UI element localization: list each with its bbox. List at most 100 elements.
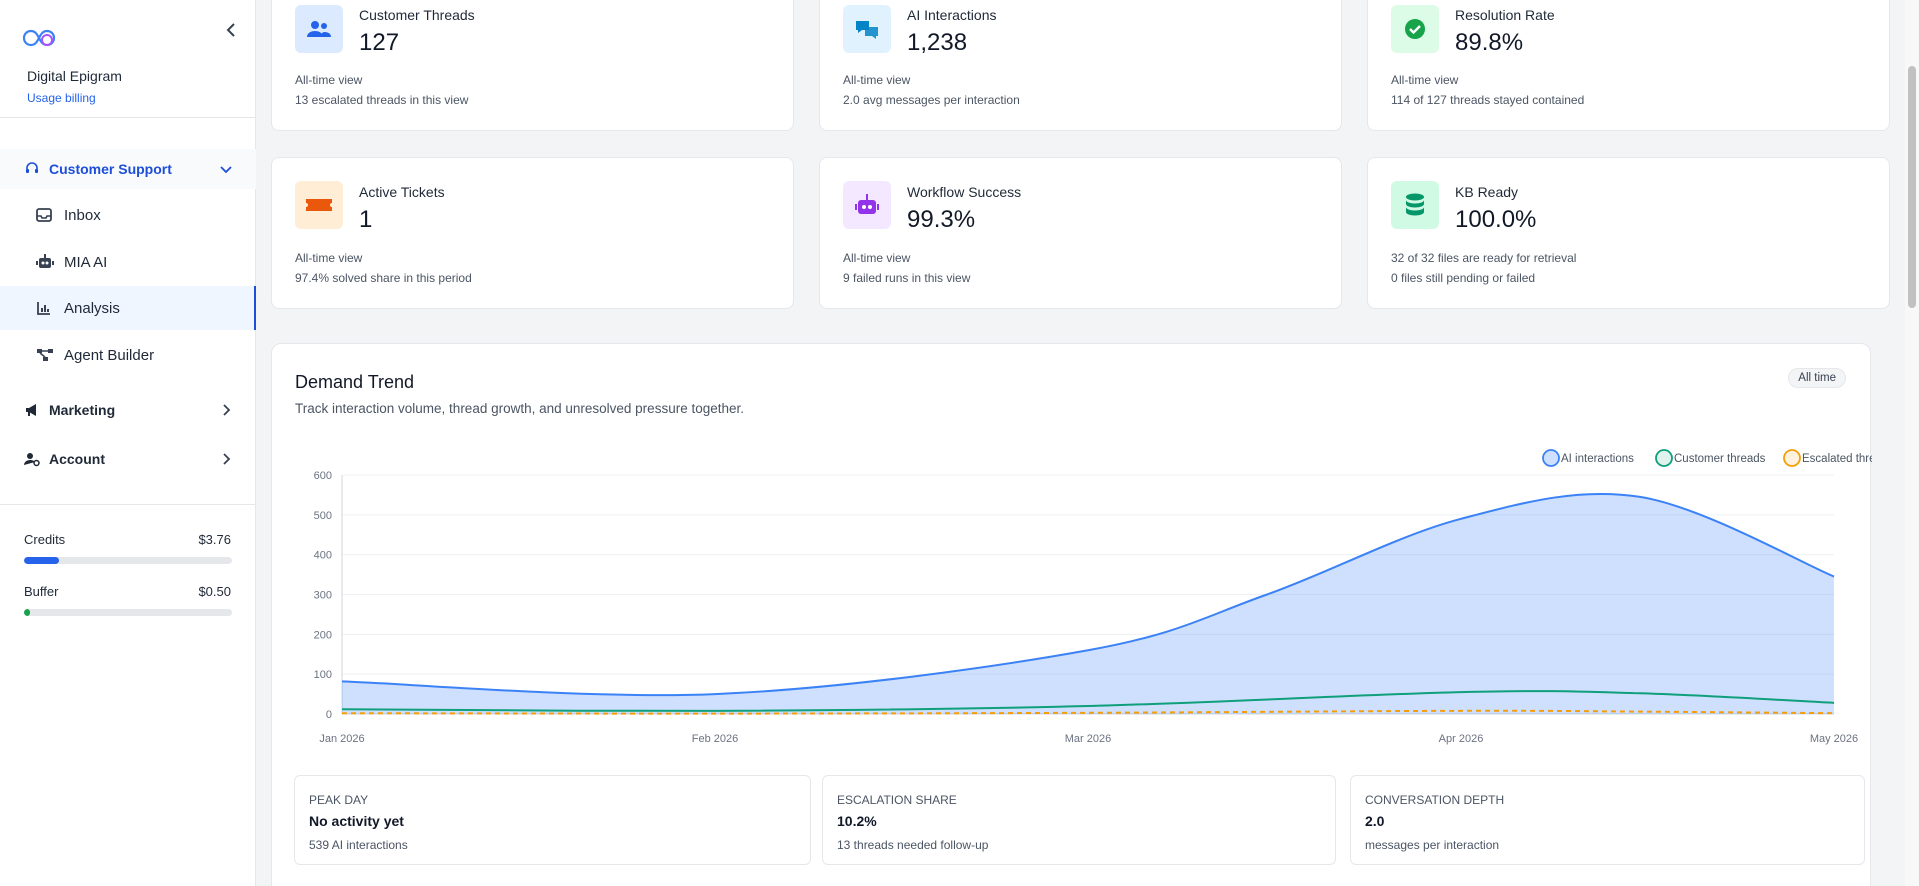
x-tick-label: Apr 2026 <box>1439 733 1484 745</box>
stat-subtitle: All-time view <box>843 73 911 87</box>
buffer-meter-fill <box>24 609 31 616</box>
legend-marker-customer-threads <box>1655 449 1673 467</box>
chevron-right-icon <box>223 404 231 416</box>
chat-bubbles-icon <box>843 5 891 53</box>
stat-value: 1 <box>359 206 373 233</box>
stat-title: KB Ready <box>1455 184 1519 200</box>
sidebar-item-label: Agent Builder <box>64 346 155 364</box>
nav-group-label: Customer Support <box>49 161 172 177</box>
brand-logo[interactable] <box>20 26 60 50</box>
user-gear-icon <box>24 451 40 467</box>
nav-group-account[interactable]: Account <box>0 439 256 479</box>
y-tick-label: 400 <box>314 550 332 562</box>
megaphone-icon <box>24 402 40 418</box>
robot-icon <box>843 181 891 229</box>
stat-detail: 9 failed runs in this view <box>843 271 971 285</box>
inbox-icon <box>36 206 54 224</box>
series-line-escalated-threads <box>341 709 1835 715</box>
stat-title: AI Interactions <box>907 7 997 23</box>
stat-value: 89.8% <box>1455 29 1524 56</box>
series-line-customer-threads <box>341 690 1835 712</box>
y-tick-label: 600 <box>314 470 332 482</box>
sidebar-item-mia-ai[interactable]: MIA AI <box>0 240 256 284</box>
page-scrollbar[interactable] <box>1905 0 1919 886</box>
sidebar-item-label: Inbox <box>64 206 101 224</box>
ticket-icon <box>295 181 343 229</box>
legend-label-ai-interactions: AI interactions <box>1561 453 1634 465</box>
legend-marker-ai-interactions <box>1542 449 1560 467</box>
stat-value: 100.0% <box>1455 206 1537 233</box>
scrollbar-thumb[interactable] <box>1908 66 1916 308</box>
stat-title: Workflow Success <box>907 184 1022 200</box>
stat-title: Customer Threads <box>359 7 475 23</box>
y-tick-label: 300 <box>314 590 332 602</box>
sidebar-item-label: MIA AI <box>64 253 108 271</box>
sidebar-item-inbox[interactable]: Inbox <box>0 193 256 237</box>
legend-label-escalated-threads: Escalated threads <box>1802 453 1872 465</box>
x-tick-label: May 2026 <box>1810 733 1858 745</box>
buffer-value: $0.50 <box>198 584 231 599</box>
stat-value: 99.3% <box>907 206 976 233</box>
credits-label: Credits <box>24 532 66 547</box>
buffer-label: Buffer <box>24 584 59 599</box>
legend-marker-escalated-threads <box>1783 449 1801 467</box>
divider <box>0 117 256 118</box>
sidebar-item-label: Analysis <box>64 299 120 317</box>
series-area-ai-interactions <box>342 493 1834 714</box>
usage-billing-link[interactable]: Usage billing <box>27 91 96 105</box>
metric-subtext: messages per interaction <box>1365 838 1500 852</box>
stat-card-workflow-success: Workflow Success 99.3% All-time view 9 f… <box>819 157 1342 309</box>
metric-peak-day: Peak Day No activity yet 539 AI interact… <box>294 775 811 865</box>
robot-icon <box>36 253 54 271</box>
stat-detail: 97.4% solved share in this period <box>295 271 472 285</box>
users-icon <box>295 5 343 53</box>
stat-card-ai-interactions: AI Interactions 1,238 All-time view 2.0 … <box>819 0 1342 131</box>
legend-label-customer-threads: Customer threads <box>1674 453 1766 465</box>
metric-escalation-share: Escalation Share 10.2% 13 threads needed… <box>822 775 1336 865</box>
sidebar: Digital Epigram Usage billing Customer S… <box>0 0 256 886</box>
infinity-logo-icon <box>22 29 56 47</box>
credits-value: $3.76 <box>198 532 231 547</box>
credits-meter-fill <box>24 557 60 564</box>
credits-meter <box>24 557 232 564</box>
org-name: Digital Epigram <box>27 68 122 84</box>
chevron-down-icon <box>220 166 232 174</box>
chevron-left-icon <box>226 23 235 37</box>
nav-group-label: Marketing <box>49 402 116 418</box>
metric-label: Conversation Depth <box>1365 793 1505 807</box>
nav-group-marketing[interactable]: Marketing <box>0 390 256 430</box>
metric-label: Peak Day <box>309 793 369 807</box>
stat-detail: 0 files still pending or failed <box>1391 271 1536 285</box>
chevron-right-icon <box>223 453 231 465</box>
stat-subtitle: All-time view <box>1391 73 1459 87</box>
stat-card-kb-ready: KB Ready 100.0% 32 of 32 files are ready… <box>1367 157 1890 309</box>
nav-group-label: Account <box>49 451 105 467</box>
stat-subtitle: All-time view <box>295 251 363 265</box>
stat-card-active-tickets: Active Tickets 1 All-time view 97.4% sol… <box>271 157 794 309</box>
metric-value: 2.0 <box>1365 813 1385 829</box>
sidebar-item-agent-builder[interactable]: Agent Builder <box>0 333 256 377</box>
metric-value: 10.2% <box>837 813 877 829</box>
headset-icon <box>24 161 40 177</box>
chart-title: Demand Trend <box>295 372 415 392</box>
stat-card-resolution-rate: Resolution Rate 89.8% All-time view 114 … <box>1367 0 1890 131</box>
chart-description: Track interaction volume, thread growth,… <box>295 401 744 416</box>
stat-title: Resolution Rate <box>1455 7 1555 23</box>
stat-value: 127 <box>359 29 400 56</box>
nav-group-customer-support[interactable]: Customer Support <box>0 149 256 189</box>
y-tick-label: 100 <box>314 669 332 681</box>
collapse-sidebar-button[interactable] <box>221 18 241 42</box>
time-range-badge[interactable]: All time <box>1788 368 1846 388</box>
metric-label: Escalation Share <box>837 793 957 807</box>
x-tick-label: Mar 2026 <box>1065 733 1111 745</box>
stat-detail: 13 escalated threads in this view <box>295 93 469 107</box>
metric-conversation-depth: Conversation Depth 2.0 messages per inte… <box>1350 775 1865 865</box>
stat-detail: 2.0 avg messages per interaction <box>843 93 1020 107</box>
bar-chart-icon <box>36 299 54 317</box>
stat-card-customer-threads: Customer Threads 127 All-time view 13 es… <box>271 0 794 131</box>
stat-value: 1,238 <box>907 29 968 56</box>
x-tick-label: Feb 2026 <box>692 733 738 745</box>
demand-trend-chart: 0 100 200 300 400 500 600 Jan 2026 Feb 2026 Mar 2… <box>314 449 1872 745</box>
metric-subtext: 539 AI interactions <box>309 838 408 852</box>
sidebar-item-analysis[interactable]: Analysis <box>0 286 256 330</box>
